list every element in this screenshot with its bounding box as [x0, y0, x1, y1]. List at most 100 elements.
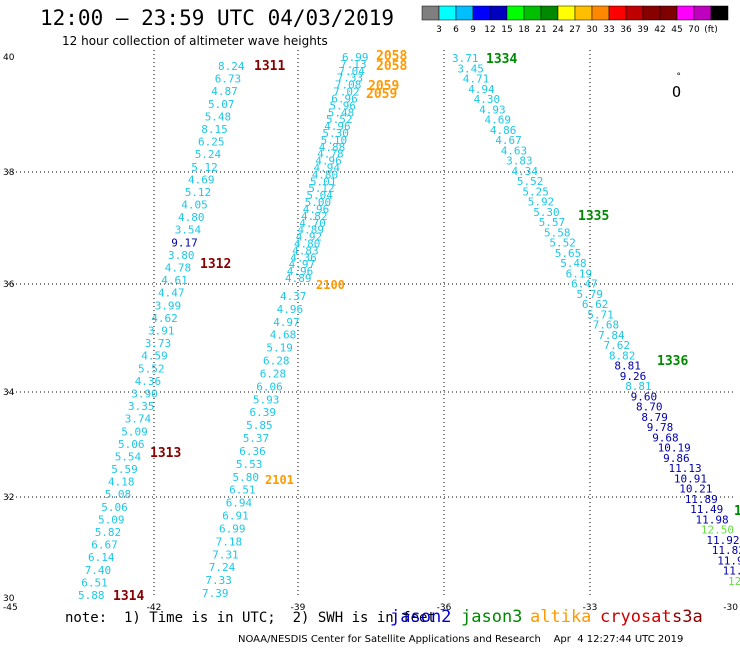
wave-height-value: 4.78 — [317, 148, 344, 161]
wave-height-value: 5.79 — [577, 288, 604, 301]
orbit-number-label: 1334 — [486, 52, 517, 67]
orbit-number-label: 1313 — [150, 446, 181, 461]
altimeter-tracks: 8.246.734.875.075.488.156.255.245.124.69… — [78, 51, 740, 602]
wave-height-value: 4.47 — [158, 287, 185, 300]
wave-height-value: 5.52 — [549, 237, 576, 250]
wave-height-value: 6.67 — [91, 539, 118, 552]
wave-height-value: 5.00 — [305, 196, 332, 209]
wave-height-value: 5.57 — [539, 216, 566, 229]
island-marker: O ° — [672, 72, 681, 101]
island-outline-icon: O — [672, 83, 681, 101]
wave-height-value: 8.70 — [636, 401, 663, 414]
colorbar-label: 30 — [586, 25, 598, 35]
wave-height-value: 7.33 — [205, 574, 232, 587]
wave-height-value: 5.37 — [243, 432, 270, 445]
wave-height-value: 12 — [728, 575, 740, 588]
wave-height-value: 3.83 — [506, 155, 532, 168]
wave-height-value: 8.82 — [609, 349, 636, 362]
wave-height-value: 11.9 — [717, 555, 740, 568]
wave-height-value: 4.96 — [303, 203, 330, 216]
wave-height-value: 3.45 — [457, 62, 484, 75]
wave-height-value: 5.30 — [322, 127, 349, 140]
wave-height-value: 6.28 — [263, 355, 290, 368]
wave-height-value: 4.80 — [294, 238, 321, 251]
wave-height-value: 4.96 — [287, 265, 314, 278]
wave-height-value: 6.99 — [219, 522, 246, 535]
wave-height-value: 11. — [723, 565, 740, 578]
wave-height-value: 5.04 — [306, 189, 333, 202]
wave-height-value: 6.25 — [198, 136, 225, 149]
wave-height-value: 7.13 — [340, 58, 367, 71]
wave-height-value: 6.06 — [256, 380, 283, 393]
wave-height-value: 7.24 — [209, 561, 236, 574]
wave-height-value: 3.54 — [175, 224, 202, 237]
wave-height-value: 6.94 — [226, 497, 253, 510]
wave-height-value: 4.94 — [468, 83, 495, 96]
wave-height-value: 6.73 — [215, 73, 242, 86]
wave-height-value: 5.25 — [522, 185, 549, 198]
wave-height-value: 4.36 — [290, 251, 317, 264]
wave-height-value: 4.94 — [314, 162, 341, 175]
colorbar-label: 9 — [470, 25, 476, 35]
wave-height-value: 11.49 — [690, 503, 723, 516]
wave-height-value: 5.96 — [330, 99, 357, 112]
lon-tick-label: -45 — [3, 603, 18, 613]
wave-height-value: 4.18 — [108, 476, 135, 489]
wave-height-value: 4.63 — [501, 144, 528, 157]
wave-height-value: 11.98 — [696, 514, 729, 527]
wave-height-value: 4.62 — [151, 312, 178, 325]
page-subtitle: 12 hour collection of altimeter wave hei… — [62, 34, 328, 48]
wave-height-value: 4.83 — [292, 244, 319, 257]
wave-height-value: 5.09 — [121, 425, 148, 438]
wave-height-value: 5.19 — [266, 342, 293, 355]
wave-height-value: 7.08 — [335, 79, 362, 92]
wave-height-value: 4.30 — [474, 93, 501, 106]
wave-height-value: 4.71 — [463, 73, 490, 86]
wave-height-value: 4.68 — [270, 329, 297, 342]
wave-height-value: 3.74 — [125, 413, 152, 426]
wave-height-value: 5.53 — [236, 458, 263, 471]
orbit-number-label: 2058 — [376, 59, 407, 74]
colorbar-label: 15 — [501, 25, 512, 35]
wave-height-value: 4.86 — [490, 124, 517, 137]
wave-height-value: 6.62 — [582, 298, 609, 311]
legend-altika: altika — [530, 607, 592, 627]
legend-jason2: jason2 — [390, 607, 452, 627]
orbit-number-label: 1 — [734, 504, 740, 519]
wave-height-value: 9.78 — [647, 421, 674, 434]
wave-height-value: 9.26 — [620, 370, 647, 383]
wave-height-value: 5.59 — [111, 463, 138, 476]
wave-height-value: 4.34 — [512, 165, 539, 178]
wave-height-value: 4.93 — [479, 103, 506, 116]
legend-cryosat: cryosat — [600, 607, 672, 627]
wave-height-value: 5.48 — [205, 110, 232, 123]
wave-height-value: 4.97 — [289, 258, 316, 271]
wave-height-value: 5.12 — [308, 182, 335, 195]
wave-height-value: 5.52 — [326, 113, 353, 126]
lon-tick-label: -36 — [437, 603, 452, 613]
lat-tick-label: 38 — [3, 168, 15, 178]
colorbar-label: 33 — [603, 25, 614, 35]
wave-height-value: 4.78 — [165, 262, 192, 275]
wave-height-value: 6.28 — [260, 368, 287, 381]
wave-height-value: 5.12 — [191, 161, 218, 174]
wave-height-value: 11.82 — [712, 544, 740, 557]
lon-tick-label: -42 — [147, 603, 162, 613]
page-title: 12:00 — 23:59 UTC 04/03/2019 — [40, 6, 395, 30]
map-grid — [8, 50, 736, 598]
wave-height-value: 5.30 — [533, 206, 560, 219]
colorbar-label: 12 — [484, 25, 495, 35]
colorbar-label: 24 — [552, 25, 564, 35]
wave-height-value: 5.01 — [310, 175, 337, 188]
lon-tick-label: -39 — [291, 603, 306, 613]
wave-height-value: 9.86 — [663, 452, 690, 465]
wave-height-value: 6.91 — [222, 510, 249, 523]
wave-height-value: 5.06 — [101, 501, 128, 514]
wave-height-value: 6.99 — [342, 51, 369, 64]
orbit-number-label: 1336 — [657, 354, 688, 369]
wave-height-value: 11.89 — [685, 493, 718, 506]
wave-height-value: 9.60 — [631, 390, 658, 403]
lat-tick-label: 36 — [3, 280, 15, 290]
wave-height-value: 7.39 — [202, 587, 229, 600]
